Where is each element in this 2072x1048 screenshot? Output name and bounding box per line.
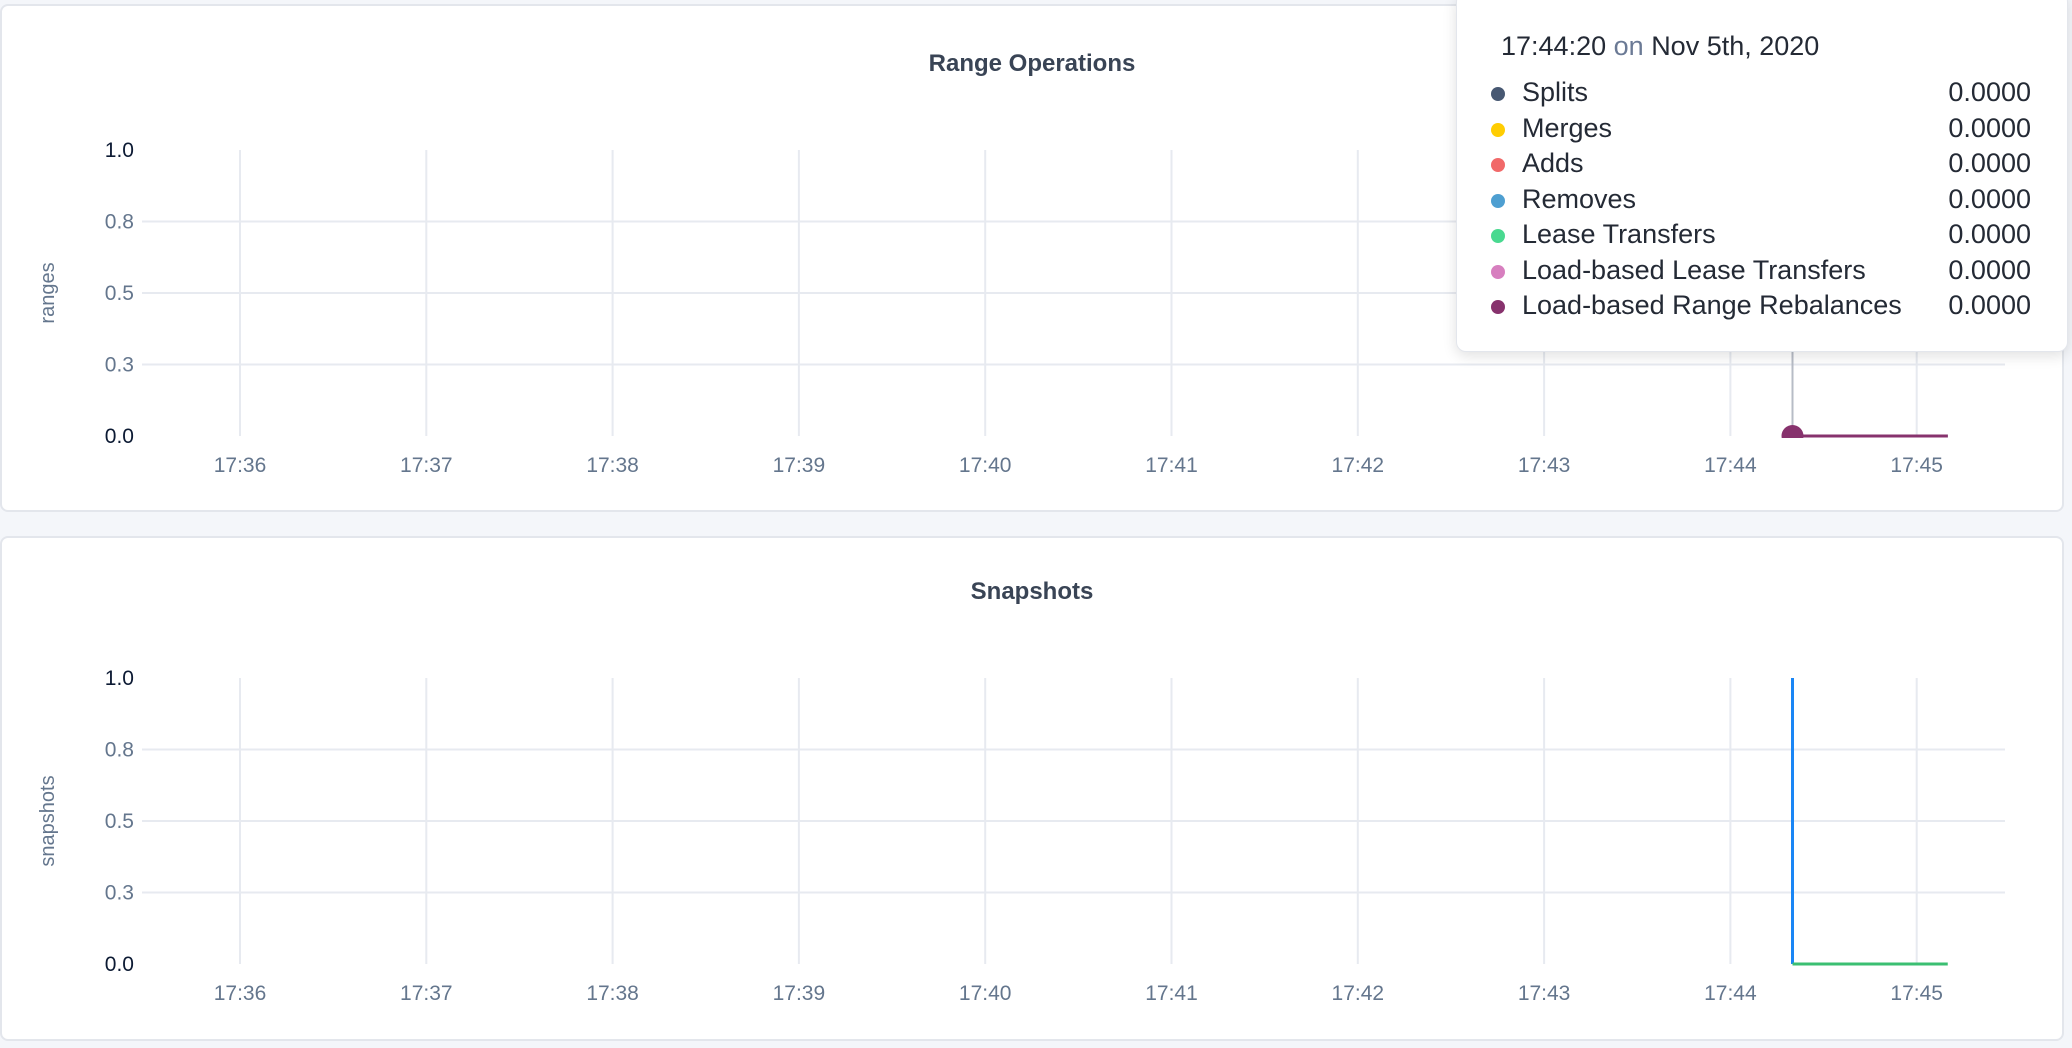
x-tick-label: 17:45	[1890, 454, 1943, 477]
series-dot-icon	[1491, 158, 1505, 172]
y-axis-label: ranges	[37, 262, 59, 323]
x-tick-label: 17:44	[1704, 454, 1757, 477]
tooltip-series-label: Load-based Range Rebalances	[1522, 290, 1902, 320]
x-tick-label: 17:39	[773, 982, 826, 1005]
x-tick-label: 17:43	[1518, 982, 1571, 1005]
snapshots-chart[interactable]: 17:36 17:37 17:38 17:39 17:40 17:41 17:42 17:43…	[2, 538, 2066, 1043]
range-operations-chart[interactable]: 17:36 17:37 17:38 17:39 17:40 17:41 17:42 17:43…	[2, 6, 2066, 514]
tooltip-series-value: 0.0000	[1948, 290, 2031, 320]
snapshots-panel: Snapshots 17:36 17:37 17:38 17:39 17:40 17:41…	[0, 536, 2064, 1041]
tooltip-row: Lease Transfers 0.0000	[1491, 219, 2031, 253]
tooltip-series-label: Adds	[1522, 148, 1584, 178]
plot-clip	[1778, 438, 1807, 452]
x-tick-label: 17:41	[1145, 982, 1198, 1005]
tooltip-series-label: Splits	[1522, 77, 1589, 107]
series-dot-icon	[1491, 229, 1505, 243]
x-tick-label: 17:43	[1518, 454, 1571, 477]
chart-title: Snapshots	[970, 578, 1094, 605]
x-tick-label: 17:37	[400, 982, 453, 1005]
tooltip-row: Removes 0.0000	[1491, 184, 2031, 218]
series-dot-icon	[1491, 122, 1505, 137]
y-tick-label: 0.0	[105, 953, 134, 976]
x-tick-label: 17:40	[959, 454, 1012, 477]
tooltip-series-value: 0.0000	[1948, 219, 2031, 249]
x-tick-label: 17:36	[214, 982, 267, 1005]
hover-tooltip: 17:44:20 on Nov 5th, 2020 Splits 0.0000 Me…	[1456, 0, 2068, 352]
y-tick-label: 0.8	[105, 211, 134, 234]
tooltip-row: Load-based Range Rebalances 0.0000	[1491, 290, 2031, 324]
tooltip-series-value: 0.0000	[1948, 112, 2031, 143]
y-tick-label: 1.0	[105, 667, 134, 690]
y-axis-label: snapshots	[37, 775, 59, 866]
tooltip-series-value: 0.0000	[1948, 77, 2031, 107]
tooltip-series-value: 0.0000	[1948, 254, 2031, 285]
y-tick-label: 1.0	[105, 139, 134, 162]
x-tick-label: 17:38	[586, 454, 639, 477]
y-tick-label: 0.5	[105, 810, 134, 833]
tooltip-series-value: 0.0000	[1948, 148, 2031, 178]
tooltip-row: Splits 0.0000	[1491, 77, 2031, 111]
y-tick-label: 0.3	[105, 354, 134, 377]
y-tick-label: 0.8	[105, 739, 134, 762]
series-dot-icon	[1491, 300, 1505, 314]
chart-title: Range Operations	[928, 50, 1136, 77]
x-tick-label: 17:36	[214, 454, 267, 477]
tooltip-date: Nov 5th, 2020	[1651, 31, 1820, 61]
y-tick-label: 0.0	[105, 425, 134, 448]
tooltip-series-value: 0.0000	[1948, 183, 2031, 214]
tooltip-row: Merges 0.0000	[1491, 113, 2031, 147]
x-tick-label: 17:38	[586, 982, 639, 1005]
x-tick-label: 17:42	[1332, 454, 1385, 477]
x-tick-label: 17:42	[1332, 982, 1385, 1005]
x-tick-label: 17:44	[1704, 982, 1757, 1005]
series-dot-icon	[1491, 264, 1505, 279]
x-tick-label: 17:45	[1890, 982, 1943, 1005]
tooltip-row: Load-based Lease Transfers 0.0000	[1491, 255, 2031, 289]
y-tick-label: 0.5	[105, 282, 134, 305]
series-dot-icon	[1491, 87, 1505, 101]
x-tick-label: 17:39	[773, 454, 826, 477]
tooltip-row: Adds 0.0000	[1491, 148, 2031, 182]
tooltip-series-label: Merges	[1522, 112, 1613, 143]
x-tick-label: 17:40	[959, 982, 1012, 1005]
x-tick-label: 17:37	[400, 454, 453, 477]
tooltip-on: on	[1613, 31, 1644, 61]
tooltip-time: 17:44:20	[1501, 31, 1607, 61]
y-tick-label: 0.3	[105, 882, 134, 905]
x-tick-label: 17:41	[1145, 454, 1198, 477]
tooltip-series-label: Lease Transfers	[1522, 219, 1716, 249]
tooltip-series-label: Removes	[1522, 183, 1637, 214]
tooltip-timestamp: 17:44:20 on Nov 5th, 2020	[1501, 31, 1819, 62]
tooltip-series-label: Load-based Lease Transfers	[1522, 254, 1866, 285]
series-dot-icon	[1491, 193, 1505, 208]
